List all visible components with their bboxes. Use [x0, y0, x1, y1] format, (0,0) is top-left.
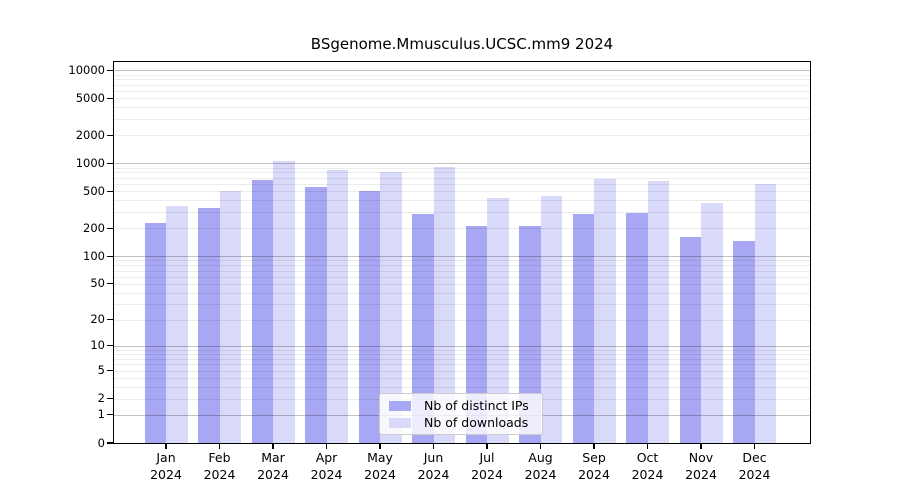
y-tick-label: 10000	[68, 62, 105, 77]
y-tick-mark	[107, 414, 113, 416]
bar-downloads-may	[380, 172, 402, 443]
bars-layer	[113, 61, 811, 444]
y-tick-label: 1	[97, 407, 105, 422]
x-tick-label: Mar 2024	[257, 450, 289, 482]
legend-item-distinct-ips: Nb of distinct IPs	[389, 398, 533, 413]
y-tick-mark	[107, 255, 113, 257]
y-tick-mark	[107, 397, 113, 400]
x-tick-mark	[165, 444, 167, 449]
legend-label-downloads: Nb of downloads	[424, 415, 529, 430]
y-tick-label: 2000	[75, 127, 105, 142]
y-tick-mark	[107, 134, 113, 136]
bar-downloads-jan	[166, 205, 188, 443]
bar-downloads-feb	[219, 190, 241, 443]
x-tick-label: Nov 2024	[685, 450, 717, 482]
bar-ips-may	[358, 191, 380, 443]
x-tick-mark	[432, 444, 435, 449]
x-tick-mark	[646, 444, 649, 449]
x-tick-label: Dec 2024	[738, 450, 771, 482]
x-tick-mark	[272, 444, 274, 449]
y-tick-label: 50	[90, 276, 105, 291]
y-tick-label: 2	[97, 391, 105, 405]
bar-ips-apr	[305, 187, 327, 443]
bar-downloads-sep	[594, 179, 616, 443]
x-tick-label: Sep 2024	[578, 450, 610, 482]
bar-downloads-dec	[754, 183, 776, 443]
x-tick-label: Feb 2024	[203, 450, 236, 482]
legend-label-distinct-ips: Nb of distinct IPs	[424, 398, 529, 413]
x-tick-label: Aug 2024	[524, 450, 557, 482]
bar-ips-oct	[626, 212, 648, 443]
y-tick-label: 5	[97, 363, 105, 377]
x-tick-mark	[486, 444, 488, 449]
x-tick-mark	[218, 444, 221, 449]
x-tick-mark	[593, 444, 595, 449]
legend: Nb of distinct IPs Nb of downloads	[379, 393, 543, 435]
bar-downloads-oct	[647, 181, 669, 443]
y-tick-mark	[107, 345, 113, 347]
y-tick-mark	[107, 97, 113, 99]
bar-ips-nov	[679, 237, 701, 443]
bar-downloads-jun	[433, 167, 455, 443]
bar-ips-jan	[144, 222, 166, 443]
y-tick-mark	[107, 442, 113, 444]
bar-ips-dec	[733, 241, 755, 443]
y-tick-label: 500	[83, 183, 105, 198]
y-tick-label: 10	[90, 338, 105, 353]
y-tick-mark	[107, 190, 113, 192]
bar-downloads-jul	[487, 197, 509, 443]
x-tick-mark	[325, 444, 328, 449]
bar-downloads-apr	[326, 170, 348, 443]
y-tick-mark	[107, 319, 113, 321]
bar-ips-feb	[198, 208, 220, 443]
x-tick-label: Jan 2024	[150, 450, 182, 482]
bar-downloads-aug	[540, 195, 562, 443]
bar-ips-aug	[519, 226, 541, 443]
y-tick-label: 5000	[75, 90, 105, 105]
bar-downloads-nov	[701, 203, 723, 443]
x-tick-mark	[379, 444, 381, 449]
x-tick-label: Jul 2024	[471, 450, 503, 482]
y-tick-mark	[107, 227, 113, 229]
x-tick-mark	[753, 444, 756, 449]
y-tick-mark	[107, 369, 113, 372]
x-tick-label: Jun 2024	[417, 450, 450, 482]
y-tick-label: 0	[97, 435, 105, 450]
plot-area: 0 1 2 5 10 20 50 100 200 500 1000 2000 5000 10000 Jan 2…	[68, 61, 811, 482]
bar-ips-jun	[412, 214, 434, 443]
y-tick-label: 100	[83, 248, 105, 263]
y-tick-mark	[107, 162, 113, 164]
legend-item-downloads: Nb of downloads	[389, 415, 533, 430]
bar-ips-sep	[572, 214, 594, 443]
legend-swatch-distinct-ips	[389, 400, 411, 411]
y-tick-label: 1000	[75, 155, 105, 170]
x-tick-label: Apr 2024	[310, 450, 343, 482]
y-tick-label: 20	[90, 312, 105, 327]
x-tick-mark	[539, 444, 542, 449]
x-tick-label: May 2024	[364, 450, 396, 482]
chart-title: BSgenome.Mmusculus.UCSC.mm9 2024	[310, 35, 614, 53]
y-tick-mark	[107, 283, 113, 285]
y-tick-mark	[107, 69, 113, 71]
bar-ips-jul	[465, 226, 487, 443]
x-tick-mark	[700, 444, 702, 449]
bar-downloads-mar	[273, 161, 295, 443]
x-tick-label: Oct 2024	[631, 450, 664, 482]
bar-ips-mar	[251, 179, 273, 443]
y-tick-label: 200	[83, 220, 105, 235]
legend-swatch-downloads	[389, 417, 411, 428]
